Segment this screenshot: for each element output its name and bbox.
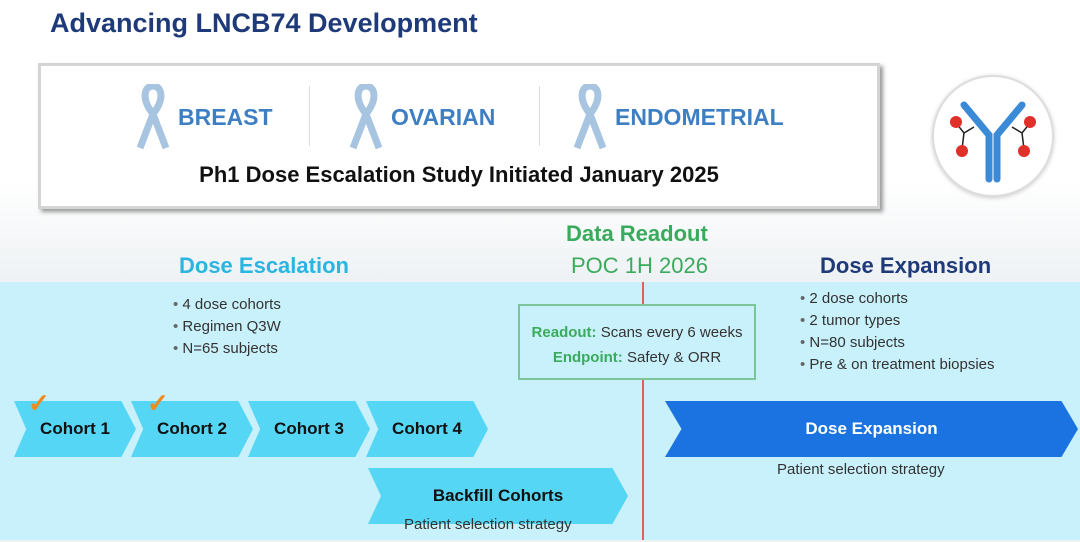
study-status: Ph1 Dose Escalation Study Initiated Janu… — [199, 162, 719, 187]
readout-divider — [642, 282, 644, 540]
readout-title: Data Readout — [566, 221, 708, 246]
ribbon-icon — [136, 84, 170, 150]
indication-ovarian: OVARIAN — [349, 84, 495, 150]
antibody-icon — [932, 75, 1054, 197]
ribbon-icon — [573, 84, 607, 150]
backfill-note: Patient selection strategy — [404, 516, 572, 533]
cohort-3: Cohort 3 — [248, 401, 370, 457]
cohort-4: Cohort 4 — [366, 401, 488, 457]
cohort-1: Cohort 1 — [14, 401, 136, 457]
page-title: Advancing LNCB74 Development — [50, 8, 478, 38]
backfill-cohorts: Backfill Cohorts — [368, 468, 628, 524]
cohort-2: Cohort 2 — [131, 401, 253, 457]
indication-breast: BREAST — [136, 84, 273, 150]
escalation-title: Dose Escalation — [179, 253, 349, 278]
readout-subtitle: POC 1H 2026 — [571, 253, 708, 278]
expansion-note: Patient selection strategy — [777, 461, 945, 478]
indications-box: BREAST OVARIAN ENDOMETRIAL Ph1 Dose Esca… — [38, 63, 880, 209]
readout-box: Readout: Scans every 6 weeks Endpoint: S… — [518, 304, 756, 380]
indication-endometrial: ENDOMETRIAL — [573, 84, 784, 150]
expansion-bullets: 2 dose cohorts2 tumor typesN=80 subjects… — [800, 288, 994, 376]
expansion-title: Dose Expansion — [820, 253, 992, 278]
escalation-bullets: 4 dose cohortsRegimen Q3WN=65 subjects — [173, 294, 280, 360]
check-icon: ✓ — [28, 388, 50, 418]
check-icon: ✓ — [147, 388, 169, 418]
ribbon-icon — [349, 84, 383, 150]
dose-expansion-bar: Dose Expansion — [665, 401, 1078, 457]
